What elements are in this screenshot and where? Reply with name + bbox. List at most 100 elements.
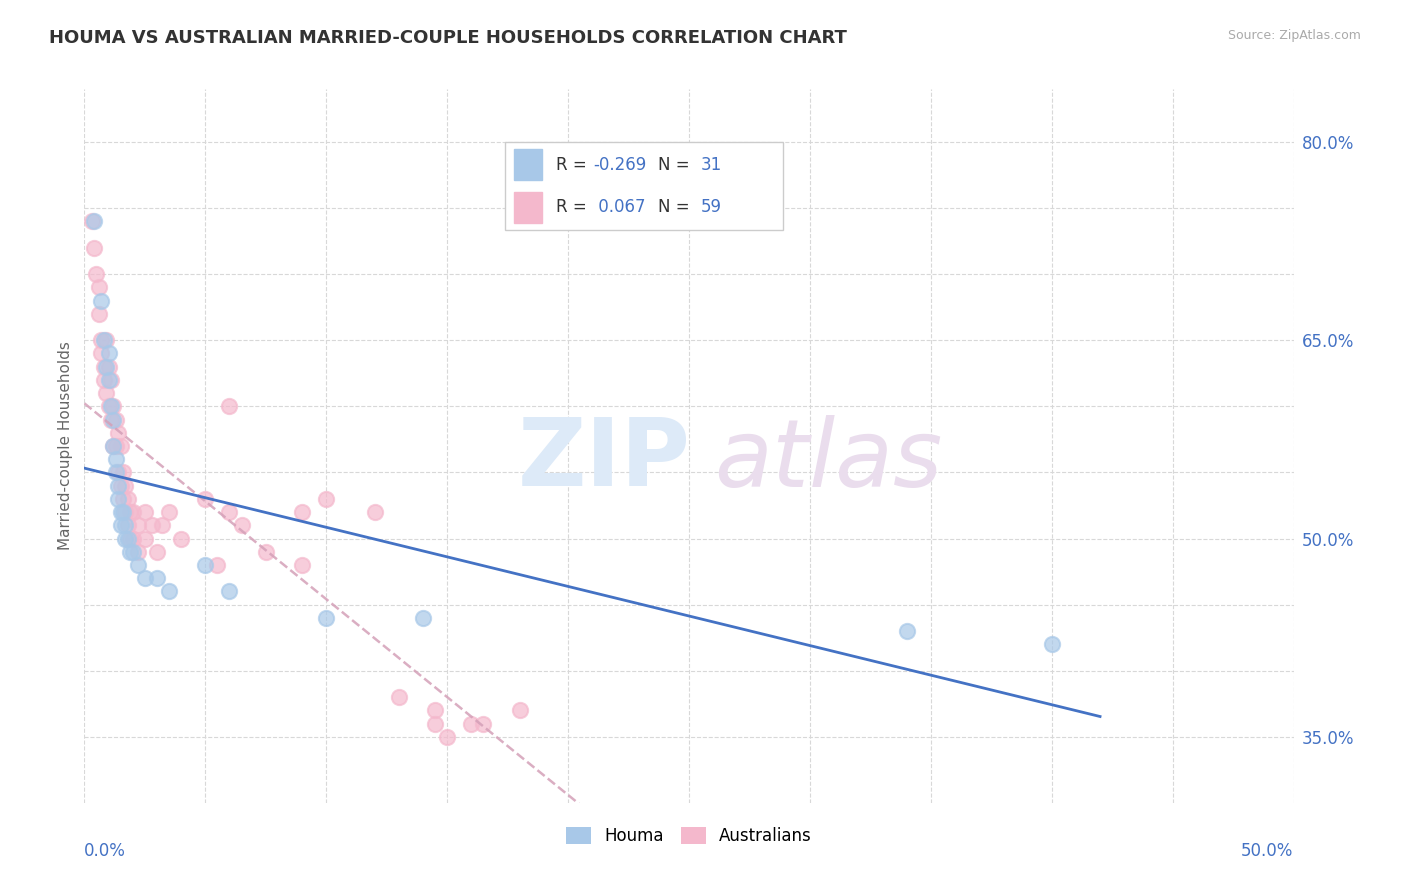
Point xyxy=(87,307,110,321)
Point xyxy=(94,359,117,374)
Y-axis label: Married-couple Households: Married-couple Households xyxy=(58,342,73,550)
Point xyxy=(86,267,108,281)
Point xyxy=(83,241,105,255)
Point xyxy=(110,518,132,533)
Point xyxy=(112,505,135,519)
Point xyxy=(110,439,132,453)
Text: -0.269: -0.269 xyxy=(593,155,647,174)
Text: Source: ZipAtlas.com: Source: ZipAtlas.com xyxy=(1227,29,1361,42)
Point xyxy=(315,611,337,625)
Point xyxy=(120,505,142,519)
Point xyxy=(90,333,112,347)
Point xyxy=(103,412,125,426)
Point xyxy=(94,333,117,347)
Point xyxy=(412,611,434,625)
Point xyxy=(388,690,411,704)
Point xyxy=(134,532,156,546)
Point xyxy=(291,505,314,519)
Bar xyxy=(515,150,543,180)
Point xyxy=(127,518,149,533)
Point xyxy=(460,716,482,731)
Point xyxy=(103,439,125,453)
Point xyxy=(87,280,110,294)
Point xyxy=(121,532,143,546)
Point xyxy=(363,505,385,519)
Point xyxy=(100,373,122,387)
Point xyxy=(121,505,143,519)
Text: 0.067: 0.067 xyxy=(593,198,645,217)
Point xyxy=(104,466,127,480)
Point xyxy=(436,730,458,744)
Point xyxy=(114,478,136,492)
Point xyxy=(104,452,127,467)
FancyBboxPatch shape xyxy=(506,143,783,230)
Legend: Houma, Australians: Houma, Australians xyxy=(560,820,818,852)
Point xyxy=(114,532,136,546)
Point xyxy=(117,532,139,546)
Point xyxy=(218,400,240,414)
Text: 50.0%: 50.0% xyxy=(1241,842,1294,860)
Point xyxy=(97,400,120,414)
Point xyxy=(107,466,129,480)
Point xyxy=(103,439,125,453)
Point xyxy=(127,545,149,559)
Point xyxy=(120,532,142,546)
Point xyxy=(194,558,217,572)
Point xyxy=(107,425,129,440)
Point xyxy=(94,386,117,401)
Point xyxy=(120,545,142,559)
Point xyxy=(423,716,446,731)
Point xyxy=(207,558,229,572)
Point xyxy=(97,346,120,360)
Point xyxy=(157,505,180,519)
Point xyxy=(93,333,115,347)
Point xyxy=(121,545,143,559)
Point xyxy=(1040,637,1063,651)
Point xyxy=(134,571,156,585)
Point xyxy=(110,478,132,492)
Point xyxy=(103,400,125,414)
Text: 0.0%: 0.0% xyxy=(84,842,127,860)
Point xyxy=(472,716,495,731)
Point xyxy=(93,359,115,374)
Point xyxy=(194,491,217,506)
Point xyxy=(509,703,531,717)
Point xyxy=(254,545,277,559)
Point xyxy=(315,491,337,506)
Bar xyxy=(515,193,543,223)
Point xyxy=(104,412,127,426)
Text: 31: 31 xyxy=(702,155,723,174)
Point xyxy=(114,518,136,533)
Point xyxy=(146,545,169,559)
Point xyxy=(141,518,163,533)
Point xyxy=(107,491,129,506)
Point xyxy=(423,703,446,717)
Text: 59: 59 xyxy=(702,198,721,217)
Text: ZIP: ZIP xyxy=(517,414,690,507)
Point xyxy=(146,571,169,585)
Point xyxy=(127,558,149,572)
Point xyxy=(231,518,253,533)
Point xyxy=(134,505,156,519)
Point xyxy=(112,466,135,480)
Text: R =: R = xyxy=(557,155,592,174)
Point xyxy=(218,505,240,519)
Point xyxy=(291,558,314,572)
Point xyxy=(896,624,918,638)
Point xyxy=(100,400,122,414)
Point xyxy=(97,373,120,387)
Point xyxy=(114,505,136,519)
Point xyxy=(170,532,193,546)
Point xyxy=(93,373,115,387)
Point xyxy=(90,346,112,360)
Point xyxy=(110,505,132,519)
Text: N =: N = xyxy=(658,198,696,217)
Point xyxy=(97,359,120,374)
Point xyxy=(104,439,127,453)
Point xyxy=(157,584,180,599)
Text: R =: R = xyxy=(557,198,592,217)
Point xyxy=(100,412,122,426)
Text: atlas: atlas xyxy=(714,415,942,506)
Point xyxy=(112,491,135,506)
Point xyxy=(218,584,240,599)
